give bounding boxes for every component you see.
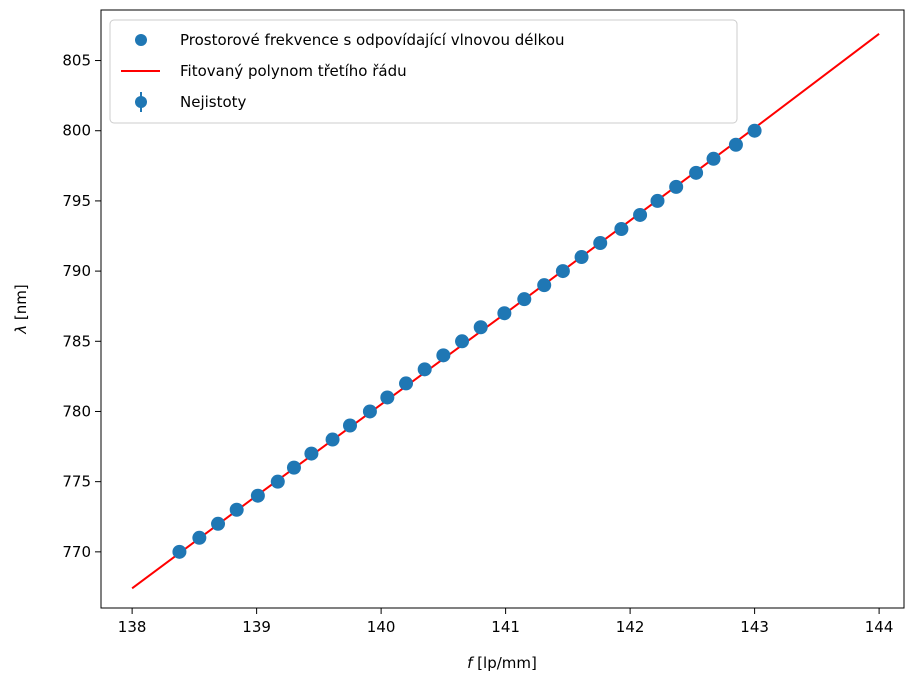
data-point <box>304 446 319 461</box>
x-tick-label: 140 <box>367 618 396 636</box>
y-tick-label: 770 <box>62 543 91 561</box>
legend-label-errorbar: Nejistoty <box>180 93 247 111</box>
data-point <box>517 292 532 307</box>
x-tick-label: 139 <box>242 618 271 636</box>
legend-label-points: Prostorové frekvence s odpovídající vlno… <box>180 31 565 49</box>
y-tick-label: 785 <box>62 332 91 350</box>
data-point <box>689 165 704 180</box>
data-point <box>669 179 684 194</box>
x-tick-label: 144 <box>865 618 894 636</box>
data-point <box>455 334 470 349</box>
data-point <box>211 516 226 531</box>
legend-marker-points <box>135 34 147 46</box>
data-point <box>728 137 743 152</box>
data-point <box>172 544 187 559</box>
data-point <box>555 264 570 279</box>
data-point <box>436 348 451 363</box>
data-point <box>286 460 301 475</box>
data-point <box>362 404 377 419</box>
data-point <box>706 151 721 166</box>
data-point <box>633 207 648 222</box>
y-tick-label: 800 <box>62 122 91 140</box>
x-tick-label: 142 <box>616 618 645 636</box>
data-point <box>497 306 512 321</box>
data-point <box>325 432 340 447</box>
data-point <box>270 474 285 489</box>
data-point <box>399 376 414 391</box>
data-point <box>417 362 432 377</box>
y-tick-label: 805 <box>62 52 91 70</box>
data-point <box>192 530 207 545</box>
data-point <box>614 221 629 236</box>
data-point <box>380 390 395 405</box>
data-point <box>574 250 589 265</box>
data-point <box>747 123 762 138</box>
y-axis-label: λ [nm] <box>12 284 30 334</box>
x-tick-label: 138 <box>118 618 147 636</box>
y-tick-label: 780 <box>62 402 91 420</box>
legend-marker-errorbar-dot <box>135 96 147 108</box>
data-point <box>593 236 608 251</box>
x-tick-label: 141 <box>491 618 520 636</box>
data-point <box>650 193 665 208</box>
legend: Prostorové frekvence s odpovídající vlno… <box>109 19 738 124</box>
y-tick-label: 775 <box>62 473 91 491</box>
plot-frame <box>100 9 905 609</box>
legend-label-fit: Fitovaný polynom třetího řádu <box>180 62 407 80</box>
data-point <box>473 320 488 335</box>
data-point <box>342 418 357 433</box>
legend-box <box>109 19 738 124</box>
y-tick-label: 790 <box>62 262 91 280</box>
data-point <box>250 488 265 503</box>
data-point <box>229 502 244 517</box>
x-axis-label: f [lp/mm] <box>467 654 537 672</box>
data-point <box>537 278 552 293</box>
y-tick-label: 795 <box>62 192 91 210</box>
x-tick-label: 143 <box>740 618 769 636</box>
